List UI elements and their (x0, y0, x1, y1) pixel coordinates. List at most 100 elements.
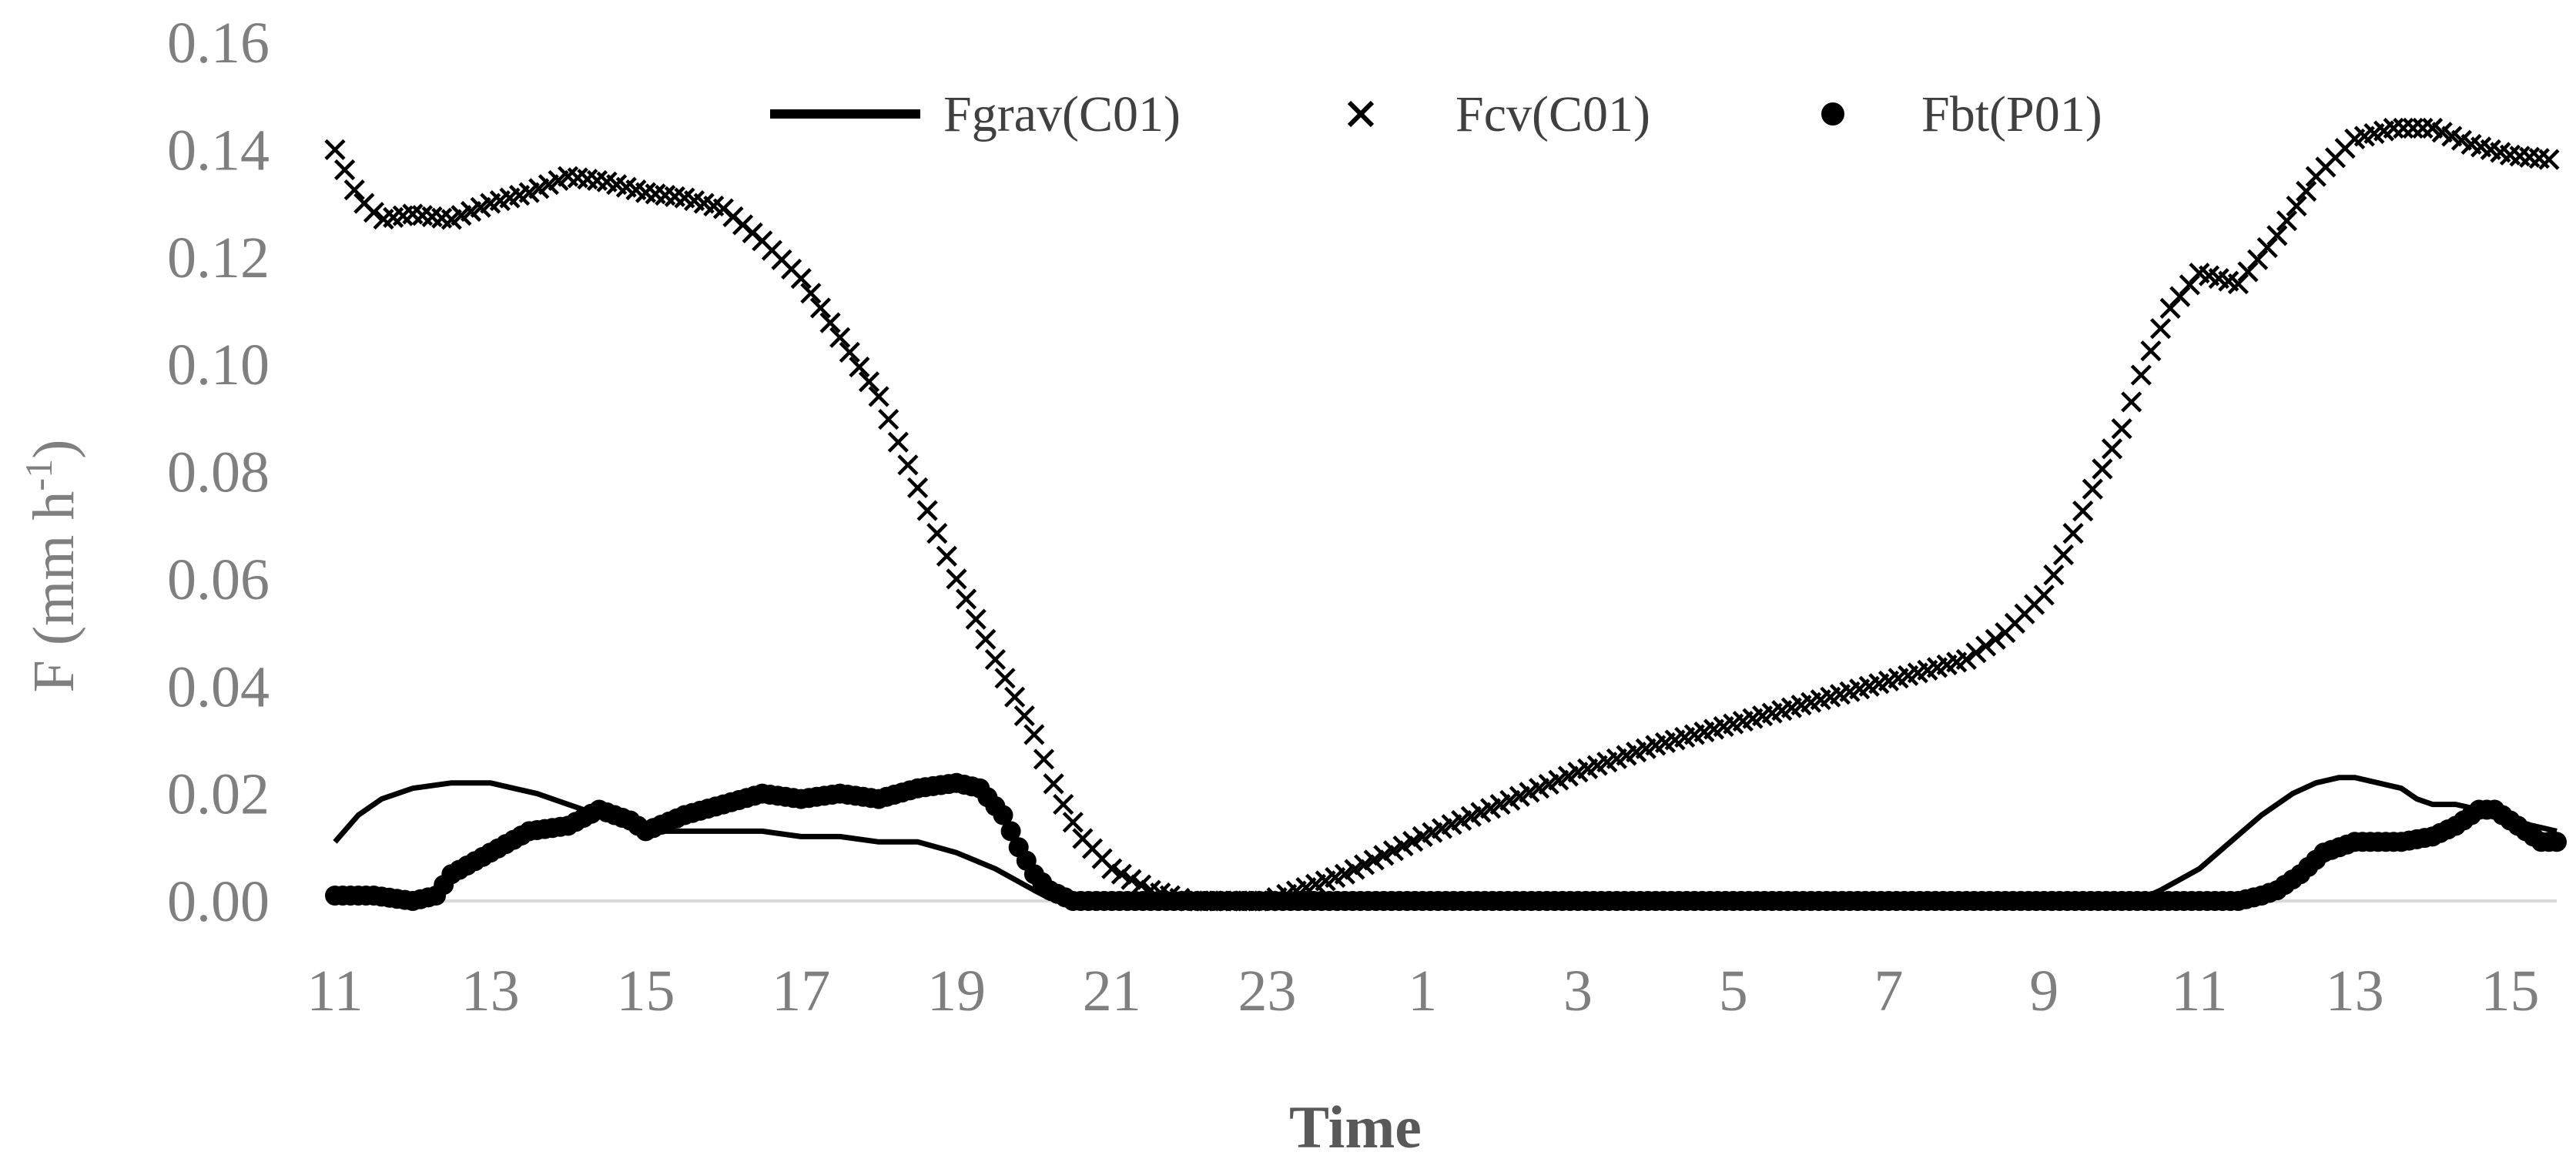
legend-dot-marker (1821, 102, 1844, 126)
legend: Fgrav(C01) Fcv(C01) Fbt(P01) (770, 86, 2102, 142)
data-point-x (878, 408, 899, 430)
x-axis: 11 13 15 17 19 21 23 1 3 5 7 9 11 13 15 (307, 959, 2539, 1023)
data-point-x (946, 568, 967, 590)
series-fgrav-c01- (333, 775, 2558, 904)
x-tick-label: 3 (1563, 959, 1593, 1023)
data-point-x (965, 608, 987, 630)
x-tick-label: 21 (1083, 959, 1141, 1023)
x-tick-label: 5 (1719, 959, 1748, 1023)
y-tick-label: 0.12 (167, 226, 270, 290)
data-point-x (2033, 584, 2055, 606)
data-point-dot (1000, 821, 1021, 842)
x-tick-label: 13 (2326, 959, 2384, 1023)
data-point-x (2412, 117, 2434, 139)
data-point-x (975, 628, 997, 650)
data-point-x (2276, 210, 2298, 232)
data-point-x (2072, 501, 2094, 522)
data-point-x (2149, 318, 2172, 340)
x-tick-label: 9 (2029, 959, 2058, 1023)
data-point-x (2140, 340, 2162, 362)
data-point-x (839, 341, 860, 363)
data-point-x (819, 312, 841, 333)
data-point-x (1013, 705, 1035, 727)
x-tick-label: 7 (1874, 959, 1903, 1023)
data-point-x (2130, 364, 2152, 386)
data-point-x (916, 500, 938, 521)
data-point-x (2286, 195, 2307, 217)
data-point-x (994, 668, 1016, 689)
data-point-x (1965, 642, 1987, 664)
data-point-x (2101, 438, 2123, 460)
data-point-x (2383, 117, 2404, 139)
data-point-x (2538, 149, 2560, 170)
data-point-x (984, 648, 1007, 670)
data-point-x (1955, 648, 1977, 670)
data-point-x (1053, 793, 1074, 815)
legend-x-marker (1347, 100, 1375, 128)
data-point-x (2043, 564, 2065, 586)
x-tick-label: 13 (461, 959, 520, 1023)
legend-label-fbt: Fbt(P01) (1921, 86, 2102, 142)
data-point-x (849, 357, 870, 378)
data-point-x (1101, 858, 1123, 879)
x-tick-label: 15 (2481, 959, 2539, 1023)
x-tick-label: 17 (772, 959, 830, 1023)
x-tick-label: 23 (1238, 959, 1296, 1023)
data-point-x (1023, 724, 1045, 745)
data-point-x (868, 386, 889, 407)
data-point-x (2266, 225, 2288, 246)
data-point-x (1975, 635, 1997, 657)
data-point-x (1033, 748, 1055, 770)
series-fbt-p01- (325, 772, 2567, 911)
x-tick-label: 1 (1408, 959, 1437, 1023)
legend-label-fcv: Fcv(C01) (1455, 86, 1650, 142)
data-point-dot (993, 805, 1013, 825)
data-point-x (334, 159, 356, 181)
data-point-x (858, 371, 880, 393)
y-tick-label: 0.16 (167, 11, 270, 75)
x-tick-label: 11 (2171, 959, 2227, 1023)
y-tick-label: 0.00 (167, 869, 270, 934)
data-point-dot (2547, 832, 2567, 852)
data-point-x (1121, 869, 1142, 890)
y-tick-label: 0.10 (167, 333, 270, 397)
data-point-x (1985, 628, 2006, 650)
data-point-x (2052, 544, 2075, 566)
series-fcv-c01- (324, 117, 2560, 912)
y-tick-label: 0.04 (167, 655, 270, 719)
legend-label-fgrav: Fgrav(C01) (943, 86, 1181, 142)
data-point-x (2121, 391, 2142, 413)
data-point-x (897, 454, 919, 476)
data-point-x (1043, 773, 1064, 795)
y-tick-label: 0.14 (167, 118, 270, 183)
data-point-x (343, 179, 365, 201)
x-axis-title: Time (1289, 1093, 1422, 1160)
data-point-x (956, 588, 977, 610)
data-point-x (324, 139, 346, 160)
series-layer (324, 117, 2567, 912)
data-point-x (2402, 117, 2424, 139)
series-line (333, 775, 2558, 904)
data-point-x (2111, 418, 2132, 440)
y-tick-label: 0.06 (167, 548, 270, 612)
data-point-x (887, 431, 909, 453)
data-point-x (2062, 523, 2084, 544)
y-axis-title: F (mm h-1) (17, 440, 86, 693)
x-tick-label: 11 (307, 959, 363, 1023)
x-tick-label: 19 (927, 959, 986, 1023)
data-point-x (1062, 812, 1084, 833)
y-tick-label: 0.02 (167, 762, 270, 827)
data-point-x (800, 283, 822, 304)
data-point-x (829, 326, 851, 348)
data-point-x (2296, 180, 2317, 202)
data-point-x (2092, 458, 2113, 480)
data-point-x (936, 545, 957, 567)
x-tick-label: 15 (616, 959, 675, 1023)
data-point-x (1004, 686, 1026, 708)
data-point-x (809, 297, 832, 319)
data-point-x (926, 523, 948, 544)
data-point-x (2082, 478, 2103, 500)
data-point-x (906, 477, 929, 498)
data-point-x (363, 202, 385, 223)
